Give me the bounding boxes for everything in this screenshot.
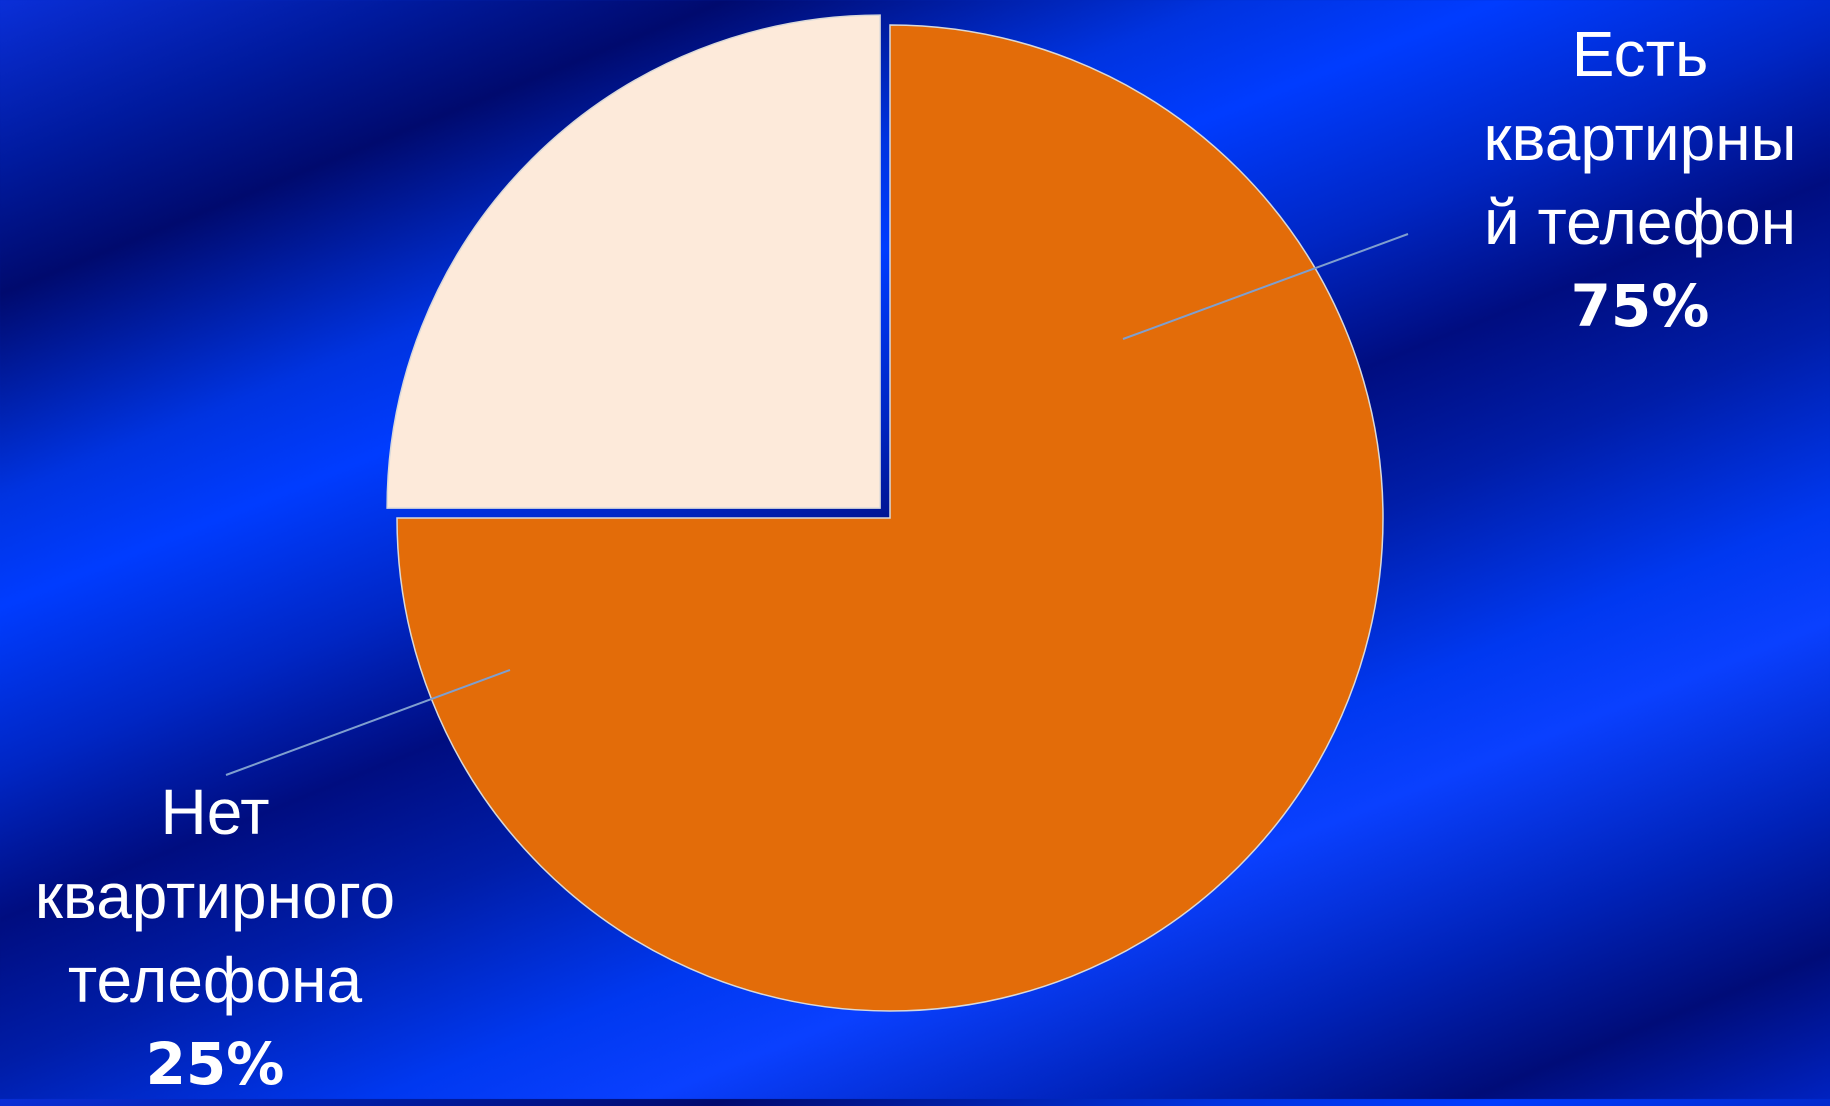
leader-line-without-phone [225, 669, 511, 776]
slice-label-line: квартирны [1483, 102, 1797, 174]
slice-label-line: Есть [1571, 18, 1709, 90]
slice-label-without-phone: Нет квартирного телефона 25% [0, 770, 430, 1106]
leader-line-with-phone [1122, 233, 1409, 340]
slice-label-with-phone: Есть квартирны й телефон 75% [1455, 12, 1825, 348]
slice-label-line: телефона [67, 944, 363, 1016]
slice-label-line: Нет [160, 776, 270, 848]
slice-percent-with-phone: 75% [1570, 272, 1710, 340]
slice-label-line: й телефон [1483, 186, 1797, 258]
slice-label-line: квартирного [34, 860, 396, 932]
slice-percent-without-phone: 25% [145, 1030, 285, 1098]
pie-slice-with-phone [396, 24, 1384, 1012]
pie-slice-without-phone [386, 14, 881, 509]
